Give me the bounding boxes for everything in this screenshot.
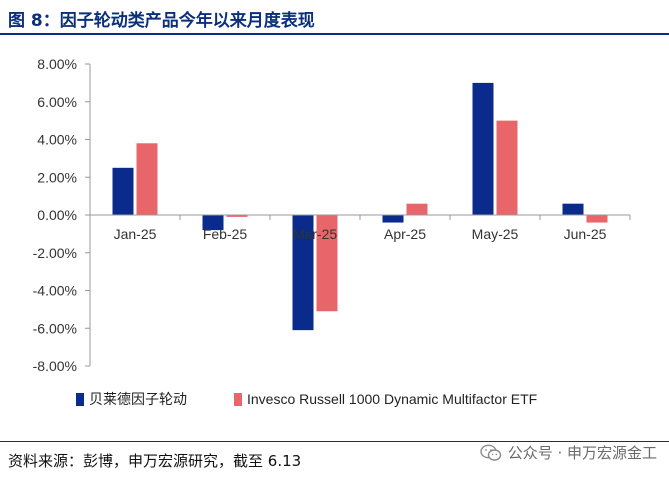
- bar-series2-apr-25: [406, 203, 428, 215]
- y-tick-label: -4.00%: [33, 283, 77, 299]
- legend-swatch-series1: [76, 393, 84, 406]
- bar-chart: 8.00% 6.00% 4.00% 2.00% 0.00% -2.00% -4.00% -6.…: [33, 56, 631, 407]
- watermark: 公众号 · 申万宏源金工: [479, 442, 657, 463]
- source-note: 资料来源：彭博，申万宏源研究，截至 6.13: [8, 452, 302, 470]
- bar-series2-may-25: [496, 120, 518, 216]
- bar-series1-jan-25: [112, 167, 134, 215]
- bar-series1-mar-25: [292, 215, 314, 331]
- y-tick-label: 2.00%: [37, 169, 77, 185]
- figure-title: 图 8：因子轮动类产品今年以来月度表现: [8, 11, 315, 31]
- bar-series1-apr-25: [382, 215, 404, 223]
- y-tick-label: -8.00%: [33, 358, 77, 374]
- y-tick-label: -2.00%: [33, 245, 77, 261]
- bars: [112, 82, 608, 331]
- title-underline: [0, 33, 669, 35]
- source-divider: [0, 441, 669, 442]
- bar-series1-may-25: [472, 82, 494, 216]
- bar-series2-jun-25: [586, 215, 608, 223]
- x-tick-label: Apr-25: [384, 226, 426, 242]
- x-tick-label: Jun-25: [564, 226, 607, 242]
- bar-series1-feb-25: [202, 215, 224, 231]
- legend-label-series2: Invesco Russell 1000 Dynamic Multifactor…: [247, 391, 537, 407]
- legend-label-series1: 贝莱德因子轮动: [89, 391, 187, 407]
- y-tick-label: -6.00%: [33, 320, 77, 336]
- bar-series2-mar-25: [316, 215, 338, 312]
- x-tick-label: Mar-25: [293, 226, 338, 242]
- bar-series2-feb-25: [226, 215, 248, 217]
- y-tick-label: 4.00%: [37, 132, 77, 148]
- y-tick-label: 0.00%: [37, 207, 77, 223]
- y-tick-label: 6.00%: [37, 94, 77, 110]
- x-axis: Jan-25 Feb-25 Mar-25 Apr-25 May-25 Jun-25: [89, 214, 631, 242]
- bar-series2-jan-25: [136, 143, 158, 215]
- bar-series1-jun-25: [562, 203, 584, 215]
- legend: 贝莱德因子轮动 Invesco Russell 1000 Dynamic Mult…: [76, 391, 537, 407]
- y-tick-label: 8.00%: [37, 56, 77, 72]
- watermark-text: 公众号 · 申万宏源金工: [507, 444, 657, 462]
- legend-swatch-series2: [234, 393, 242, 406]
- x-tick-label: Jan-25: [114, 226, 157, 242]
- y-axis: 8.00% 6.00% 4.00% 2.00% 0.00% -2.00% -4.00% -6.…: [33, 56, 91, 374]
- x-tick-label: Feb-25: [203, 226, 248, 242]
- wechat-icon: [479, 444, 501, 461]
- x-tick-label: May-25: [472, 226, 519, 242]
